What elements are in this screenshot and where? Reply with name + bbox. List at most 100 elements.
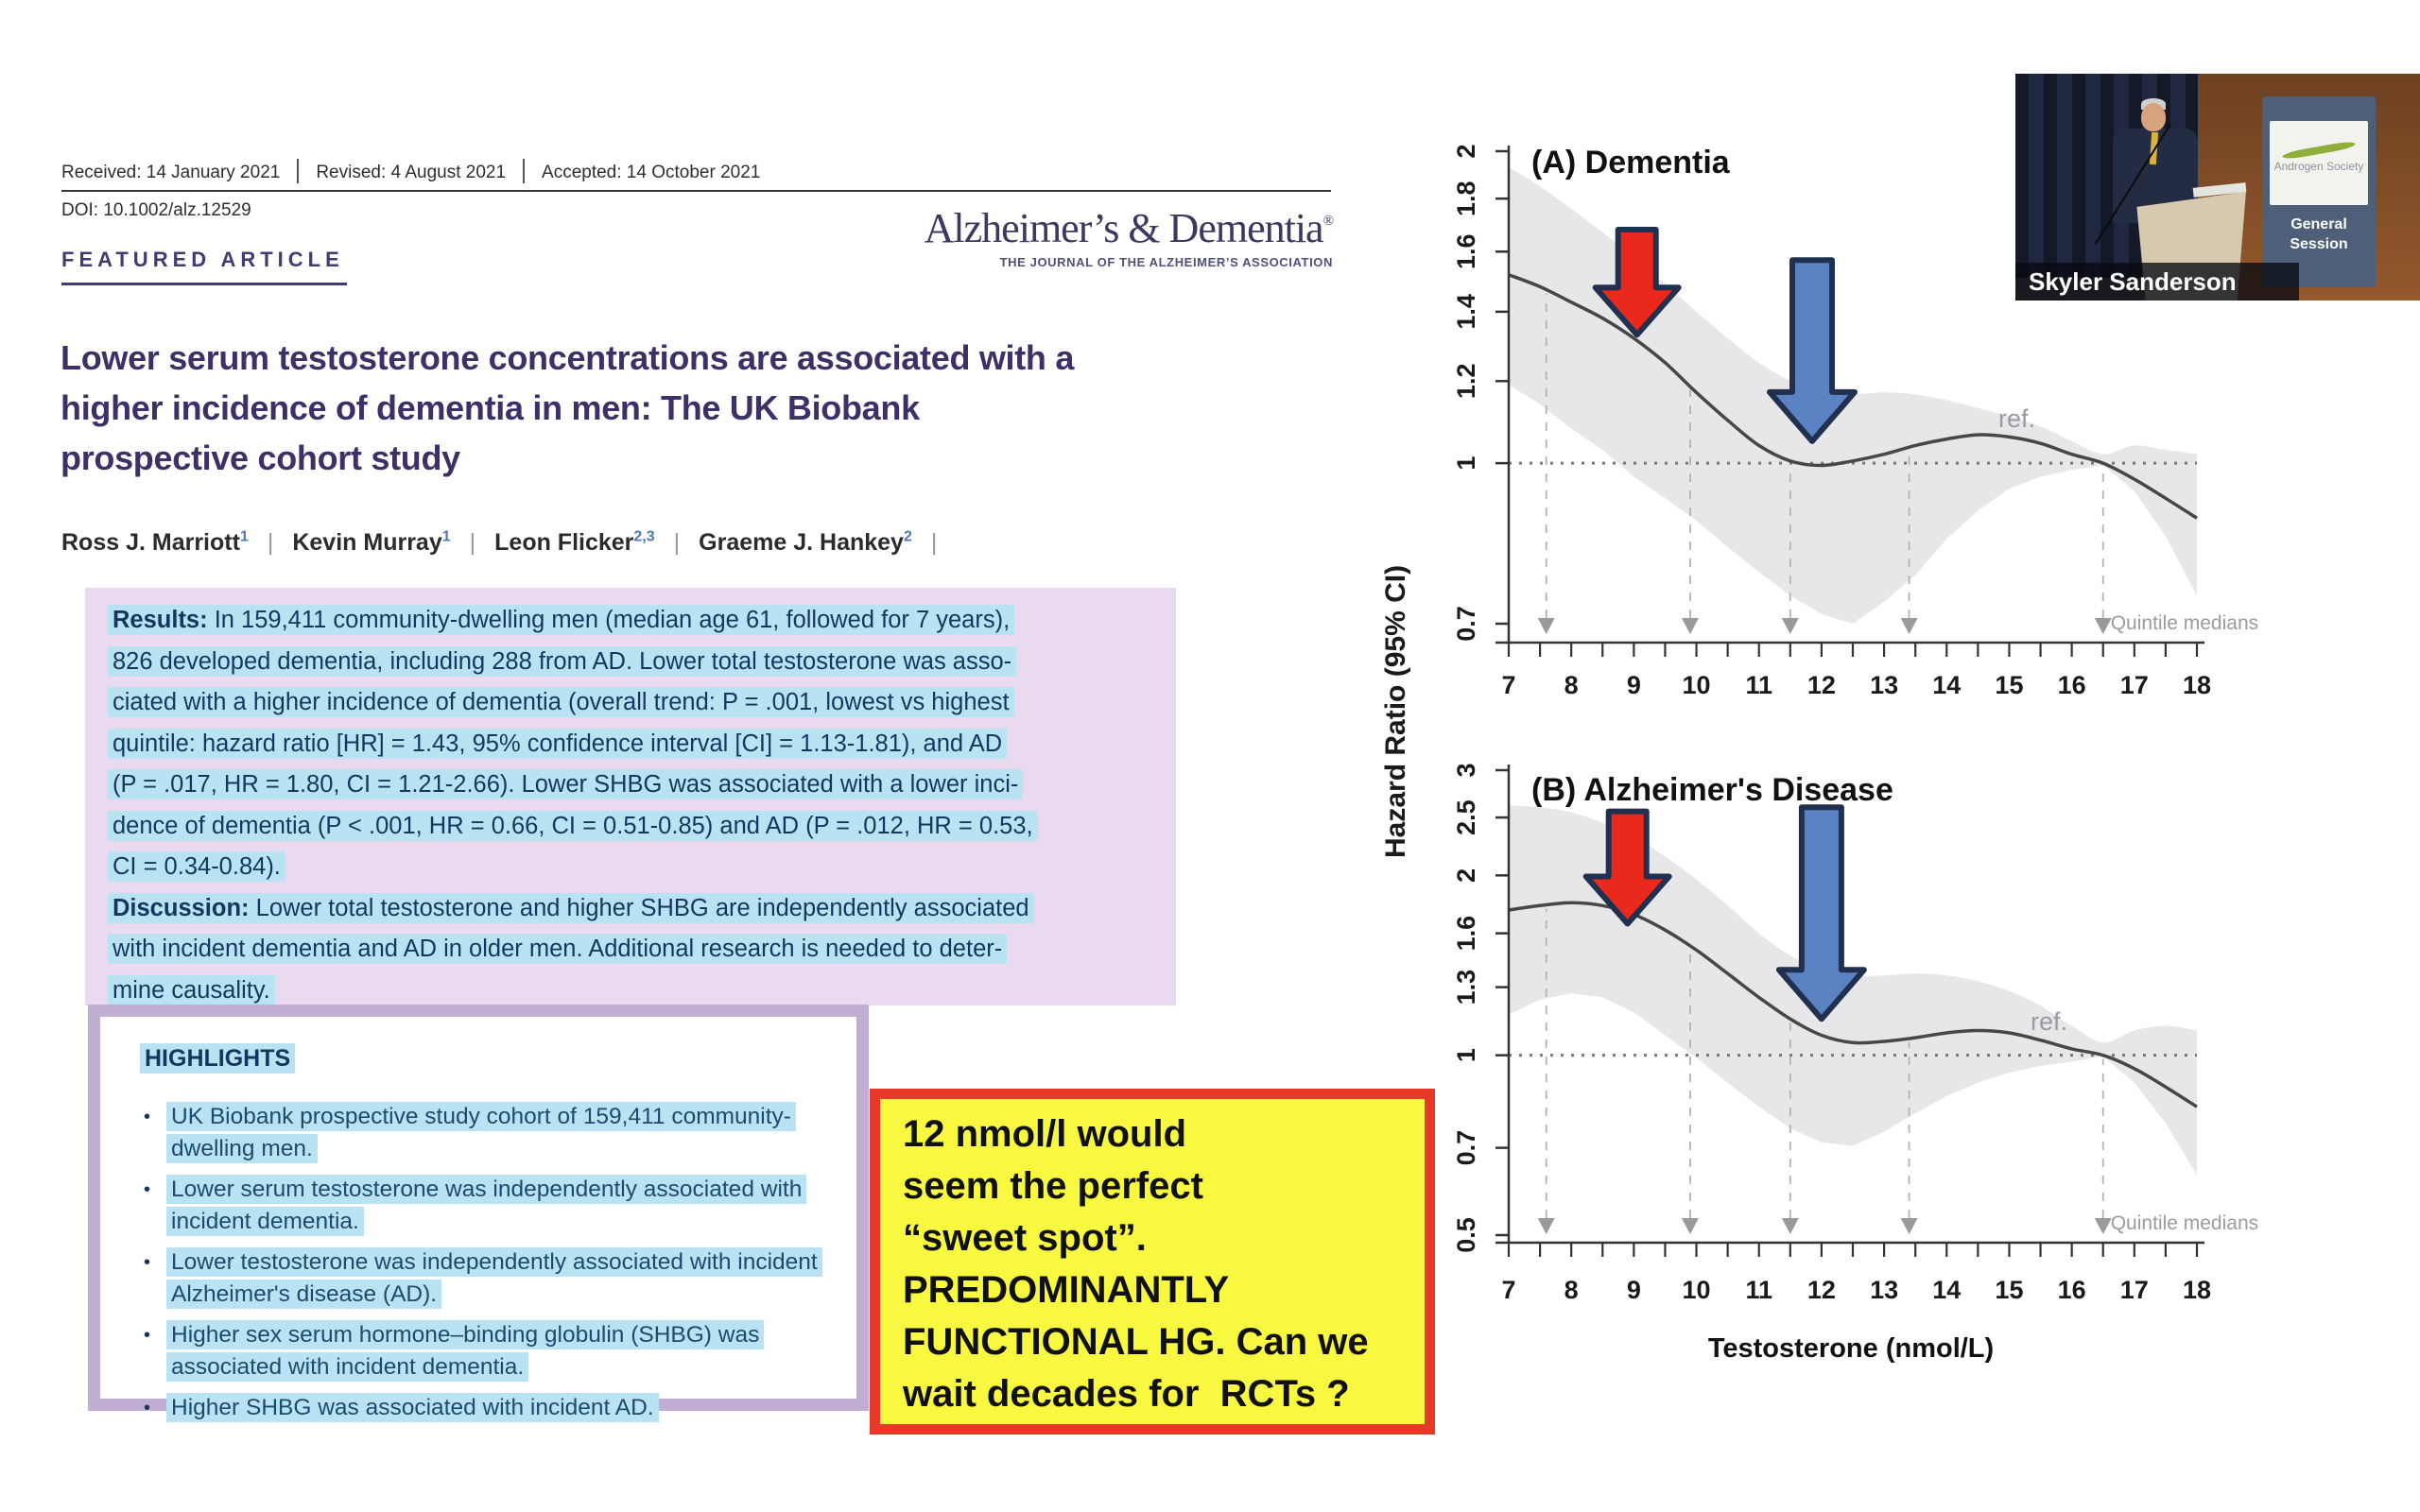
abstract-line: quintile: hazard ratio [HR] = 1.43, 95% … — [108, 724, 1176, 765]
svg-text:16: 16 — [2058, 1276, 2086, 1304]
bullet-icon: • — [144, 1179, 151, 1200]
banner-society-name: Androgen Society — [2273, 159, 2364, 173]
note-line: “sweet spot”. — [903, 1217, 1147, 1259]
abstract-line: Discussion: Lower total testosterone and… — [108, 888, 1176, 930]
separator — [523, 159, 526, 183]
author: Kevin Murray1 — [292, 529, 451, 557]
svg-text:18: 18 — [2183, 1276, 2211, 1304]
highlight-bullet: • Higher SHBG was associated with inciden… — [140, 1392, 828, 1424]
svg-text:1.6: 1.6 — [1452, 916, 1480, 952]
author: Graeme J. Hankey2 — [699, 529, 912, 557]
svg-text:16: 16 — [2058, 671, 2086, 699]
speaker-name-badge: Skyler Sanderson — [2015, 263, 2299, 301]
svg-text:0.7: 0.7 — [1452, 606, 1480, 642]
svg-text:13: 13 — [1870, 671, 1898, 699]
doi: DOI: 10.1002/alz.12529 — [61, 200, 251, 220]
author-list: Ross J. Marriott1 | Kevin Murray1 | Leon Fli… — [61, 529, 956, 557]
highlight-bullet: • UK Biobank prospective study cohort of … — [140, 1101, 828, 1165]
chart-title: (B) Alzheimer's Disease — [1531, 772, 1893, 808]
received-revised-accepted: Received: 14 January 2021 Revised: 4 Augu… — [61, 159, 760, 183]
highlights-box: HIGHLIGHTS • UK Biobank prospective study… — [88, 1005, 869, 1422]
date-segment: Accepted: 14 October 2021 — [542, 163, 761, 182]
separator — [297, 159, 300, 183]
author-separator: | — [469, 529, 476, 557]
svg-text:7: 7 — [1501, 671, 1515, 699]
section-tag-underline — [61, 283, 347, 285]
abstract-line: Results: In 159,411 community-dwelling m… — [108, 600, 1176, 642]
bullet-icon: • — [144, 1107, 151, 1127]
abstract-line: CI = 0.34-0.84). — [108, 847, 1176, 888]
svg-text:17: 17 — [2120, 1276, 2149, 1304]
svg-text:9: 9 — [1627, 671, 1641, 699]
abstract-line: mine causality. — [108, 971, 1176, 1012]
quintile-medians-label: Quintile medians — [2111, 612, 2258, 634]
svg-text:2: 2 — [1452, 868, 1480, 883]
svg-text:10: 10 — [1683, 1276, 1711, 1304]
ref-label: ref. — [1998, 404, 2035, 433]
svg-text:12: 12 — [1807, 671, 1836, 699]
highlights-list: • UK Biobank prospective study cohort of … — [140, 1101, 834, 1424]
section-tag: FEATURED ARTICLE — [61, 248, 344, 271]
note-line: 12 nmol/l would — [903, 1113, 1187, 1155]
bullet-icon: • — [144, 1252, 151, 1273]
bullet-icon: • — [144, 1325, 151, 1346]
svg-text:15: 15 — [1995, 671, 2023, 699]
annotation-note: 12 nmol/l would seem the perfect “sweet sp… — [870, 1089, 1435, 1435]
abstract-line: dence of dementia (P < .001, HR = 0.66, … — [108, 806, 1176, 848]
svg-text:3: 3 — [1452, 763, 1480, 777]
society-logo-swoosh-icon — [2281, 140, 2357, 161]
highlight-bullet: • Lower testosterone was independently as… — [140, 1246, 828, 1311]
svg-text:0.7: 0.7 — [1452, 1130, 1480, 1166]
author: Leon Flicker2,3 — [494, 529, 655, 557]
svg-text:9: 9 — [1627, 1276, 1641, 1304]
journal-name: Alzheimer’s & Dementia® — [924, 205, 1334, 251]
author-separator: | — [930, 529, 938, 557]
ref-label: ref. — [2031, 1007, 2067, 1036]
banner-logo-panel: Androgen Society — [2270, 121, 2368, 205]
highlight-bullet: • Higher sex serum hormone–binding globul… — [140, 1319, 828, 1383]
speaker-head — [2140, 103, 2166, 132]
chart-alzheimers: 3 2.5 2 1.6 1.3 1 0.7 0.5 7 8 9 10 11 12 13 14 15 16 17 18 Q… — [1452, 763, 2258, 1364]
svg-text:11: 11 — [1745, 1276, 1772, 1304]
journal-tagline: THE JOURNAL OF THE ALZHEIMER’S ASSOCIATI… — [999, 255, 1333, 269]
red-arrow-icon — [1582, 808, 1672, 927]
svg-text:7: 7 — [1501, 1276, 1515, 1304]
svg-text:1.6: 1.6 — [1452, 234, 1480, 270]
chart-title: (A) Dementia — [1531, 145, 1731, 180]
quintile-medians-label: Quintile medians — [2111, 1212, 2258, 1234]
title-line: Lower serum testosterone concentrations … — [60, 338, 1075, 377]
svg-text:12: 12 — [1807, 1276, 1836, 1304]
note-line: PREDOMINANTLY — [903, 1269, 1230, 1311]
svg-text:1.8: 1.8 — [1452, 180, 1480, 216]
svg-text:8: 8 — [1564, 1276, 1579, 1304]
header-rule — [61, 190, 1331, 192]
svg-text:10: 10 — [1683, 671, 1711, 699]
date-segment: Received: 14 January 2021 — [61, 163, 281, 182]
note-line: FUNCTIONAL HG. Can we — [903, 1321, 1369, 1363]
blue-arrow-icon — [1767, 257, 1858, 444]
svg-text:1: 1 — [1452, 1048, 1480, 1062]
author-separator: | — [267, 529, 274, 557]
svg-text:14: 14 — [1932, 1276, 1961, 1304]
chart-dementia: 2 1.8 1.6 1.4 1.2 1 0.7 7 8 9 10 11 12 13 14 15 16 17 18 Qu… — [1452, 144, 2258, 699]
svg-text:2.5: 2.5 — [1452, 799, 1480, 835]
svg-text:1: 1 — [1452, 456, 1480, 471]
svg-text:11: 11 — [1745, 671, 1772, 699]
svg-text:2: 2 — [1452, 144, 1480, 158]
author-separator: | — [673, 529, 681, 557]
abstract-line: (P = .017, HR = 1.80, CI = 1.21-2.66). L… — [108, 765, 1176, 806]
x-axis-label: Testosterone (nmol/L) — [1708, 1333, 1994, 1364]
svg-text:8: 8 — [1564, 671, 1579, 699]
article-title: Lower serum testosterone concentrations … — [60, 333, 1074, 483]
svg-text:13: 13 — [1870, 1276, 1898, 1304]
svg-text:1.3: 1.3 — [1452, 970, 1480, 1005]
note-line: wait decades for RCTs ? — [903, 1373, 1350, 1415]
conference-banner: Androgen Society General Session — [2262, 96, 2376, 287]
title-line: higher incidence of dementia in men: The… — [60, 388, 920, 427]
blue-arrow-icon — [1775, 804, 1867, 1022]
author: Ross J. Marriott1 — [61, 529, 249, 557]
abstract-line: with incident dementia and AD in older m… — [108, 929, 1176, 971]
abstract-line: ciated with a higher incidence of dement… — [108, 682, 1176, 724]
title-line: prospective cohort study — [60, 438, 460, 477]
